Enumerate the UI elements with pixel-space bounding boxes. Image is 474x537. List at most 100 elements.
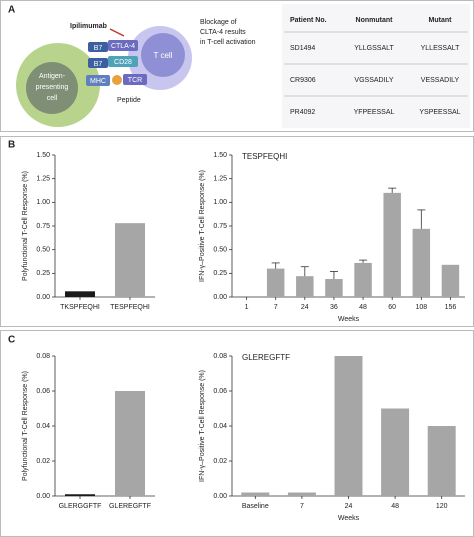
caption: CLTA-4 results <box>200 29 246 36</box>
receptor <box>108 40 138 51</box>
x-tick-label: 156 <box>445 304 457 311</box>
table-cell: VESSADILY <box>421 77 460 84</box>
apc-label: cell <box>47 95 58 102</box>
table-cell: SD1494 <box>290 45 315 52</box>
apc-nucleus <box>26 62 78 114</box>
y-tick-label: 0.75 <box>213 223 227 230</box>
table-cell: PR4092 <box>290 109 315 116</box>
y-tick-label: 0.08 <box>213 353 227 360</box>
y-axis-label: IFN-γ–Positive T-Cell Response (%) <box>199 170 206 282</box>
table-cell: YSPEESSAL <box>419 109 460 116</box>
bar <box>383 192 401 297</box>
table-header: Nonmutant <box>356 17 394 24</box>
y-tick-label: 0.00 <box>213 493 227 500</box>
table-cell: YLLGSSALT <box>354 45 394 52</box>
y-tick-label: 0.50 <box>213 247 227 254</box>
x-axis-label: Weeks <box>338 316 360 323</box>
x-tick-label: 1 <box>245 304 249 311</box>
bar <box>412 228 431 297</box>
x-tick-label: TESPFEQHI <box>110 304 150 311</box>
receptor <box>86 75 110 86</box>
bar <box>381 408 410 496</box>
y-axis-label: Polyfunctional T-Cell Response (%) <box>22 371 29 481</box>
x-tick-label: TKSPFEQHI <box>60 304 100 311</box>
panel-b-frame <box>0 136 474 327</box>
y-tick-label: 1.50 <box>36 152 50 159</box>
bar <box>266 268 285 297</box>
bar <box>427 426 456 496</box>
table: Patient No. Nonmutant Mutant SD1494 YLLG… <box>282 4 470 128</box>
y-tick-label: 0.25 <box>36 270 50 277</box>
receptor <box>88 42 108 52</box>
y-tick-label: 0.08 <box>36 353 50 360</box>
y-tick-label: 1.25 <box>213 176 227 183</box>
x-tick-label: 36 <box>330 304 338 311</box>
receptor <box>88 58 108 68</box>
y-axis-label: Polyfunctional T-Cell Response (%) <box>22 171 29 281</box>
bar <box>441 264 460 297</box>
y-tick-label: 0.02 <box>36 458 50 465</box>
receptor-label: B7 <box>94 61 103 68</box>
y-tick-label: 0.50 <box>36 247 50 254</box>
apc-label: presenting <box>36 84 69 91</box>
receptor-label: B7 <box>94 45 103 52</box>
table-bg <box>282 4 470 128</box>
y-tick-label: 0.06 <box>36 388 50 395</box>
y-axis-label: IFN-γ–Positive T-Cell Response (%) <box>199 370 206 482</box>
bar <box>334 356 363 496</box>
x-tick-label: 24 <box>345 503 353 510</box>
peptide <box>112 75 122 85</box>
y-tick-label: 0.00 <box>36 493 50 500</box>
bar <box>241 492 270 496</box>
annotation: GLEREGFTF <box>242 353 290 362</box>
apc-label: Antigen- <box>39 73 66 80</box>
inhibit-arrow <box>109 28 125 37</box>
t-cell-nucleus <box>141 33 185 77</box>
drug-label: Ipilimumab <box>70 23 107 30</box>
x-tick-label: 120 <box>436 503 448 510</box>
x-axis-label: Weeks <box>338 515 360 522</box>
bar <box>354 262 372 297</box>
panel-label: B <box>8 140 15 151</box>
y-tick-label: 0.04 <box>36 423 50 430</box>
bar <box>325 279 343 297</box>
bar <box>65 494 95 496</box>
x-tick-label: 48 <box>391 503 399 510</box>
diagram: Ipilimumab B7 CTLA-4 B7 CD28 MHC TCR Ant… <box>16 19 256 127</box>
x-tick-label: 48 <box>359 304 367 311</box>
table-cell: YFPEESSAL <box>354 109 395 116</box>
receptor-label: MHC <box>90 78 106 85</box>
table-cell: VGSSADILY <box>354 77 393 84</box>
y-tick-label: 0.02 <box>213 458 227 465</box>
table-header: Mutant <box>429 17 453 24</box>
bar <box>115 223 145 297</box>
receptor <box>123 74 147 85</box>
caption: in T-cell activation <box>200 39 256 46</box>
receptor-label: TCR <box>128 77 142 84</box>
y-tick-label: 1.00 <box>213 199 227 206</box>
y-tick-label: 0.25 <box>213 270 227 277</box>
x-tick-label: GLEREGFTF <box>109 503 151 510</box>
y-tick-label: 0.06 <box>213 388 227 395</box>
x-tick-label: GLERGGFTF <box>59 503 102 510</box>
bar <box>115 391 145 496</box>
x-tick-label: Baseline <box>242 503 269 510</box>
receptor <box>108 56 138 67</box>
receptor-label: CD28 <box>114 59 132 66</box>
y-tick-label: 1.50 <box>213 152 227 159</box>
y-tick-label: 0.75 <box>36 223 50 230</box>
y-tick-label: 1.25 <box>36 176 50 183</box>
y-tick-label: 1.00 <box>36 199 50 206</box>
table-cell: YLLESSALT <box>421 45 461 52</box>
peptide-label: Peptide <box>117 97 141 104</box>
panel-label: C <box>8 335 15 346</box>
table-header: Patient No. <box>290 17 327 24</box>
panel-label: A <box>8 5 15 16</box>
x-tick-label: 24 <box>301 304 309 311</box>
y-tick-label: 0.00 <box>213 294 227 301</box>
x-tick-label: 60 <box>388 304 396 311</box>
table-cell: CR9306 <box>290 77 316 84</box>
y-tick-label: 0.00 <box>36 294 50 301</box>
bar <box>296 276 314 297</box>
